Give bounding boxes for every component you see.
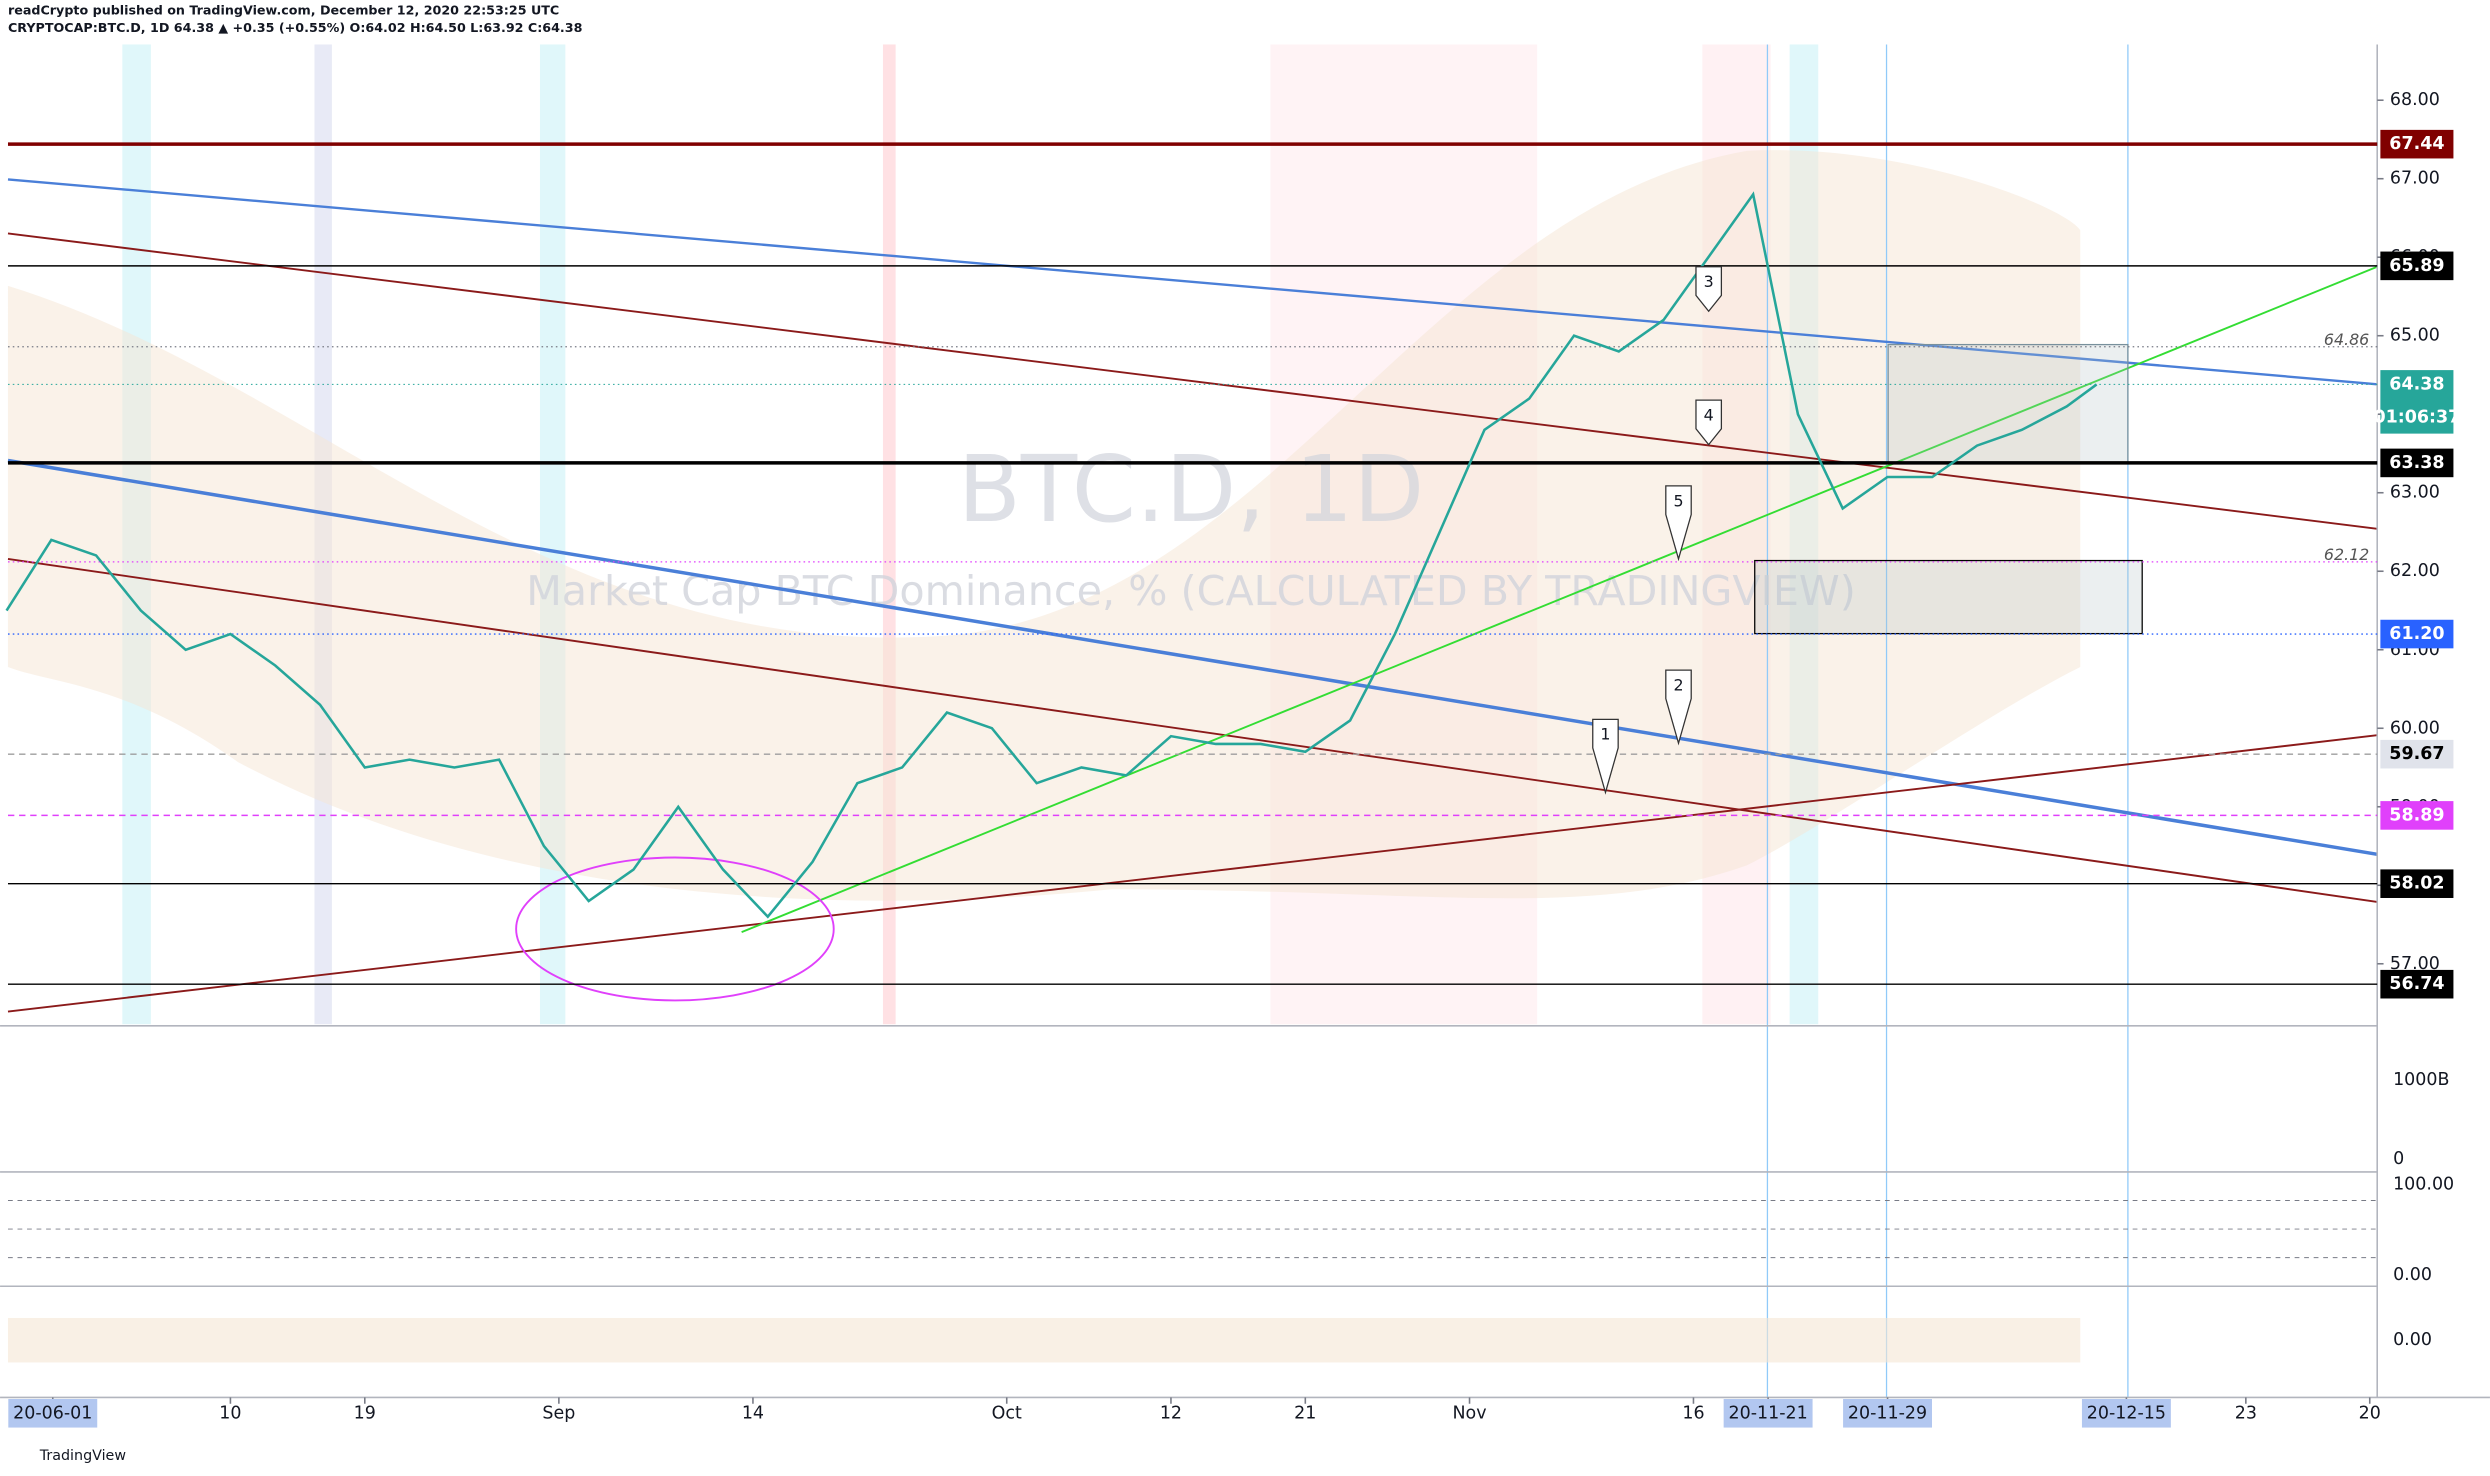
y-tick-label: 68.00 — [2390, 90, 2440, 110]
level-label: 58.89 — [2389, 805, 2444, 825]
price-line — [5, 191, 2098, 919]
pane-tick-label: 0.00 — [2393, 1265, 2432, 1285]
x-tick-label: 20-11-21 — [1728, 1403, 1807, 1423]
level-label: 63.38 — [2389, 453, 2444, 473]
callout — [1665, 485, 1692, 562]
ref-label: 64.86 — [2324, 330, 2369, 349]
pane-tick-label: 0 — [2393, 1149, 2404, 1169]
y-tick-label: 62.00 — [2390, 561, 2440, 581]
ref-label: 62.12 — [2324, 545, 2369, 564]
callout-label: 1 — [1600, 725, 1610, 744]
x-tick-label: 20 — [2359, 1403, 2381, 1423]
level-label: 56.74 — [2389, 974, 2444, 994]
callout-label: 4 — [1704, 406, 1714, 425]
watermark-subtitle: Market Cap BTC Dominance, % (CALCULATED … — [526, 567, 1856, 615]
pane-tick-label: 1000B — [2393, 1070, 2449, 1090]
level-label: 65.89 — [2389, 256, 2444, 276]
y-tick-label: 65.00 — [2390, 326, 2440, 346]
highlights — [7, 44, 2129, 1398]
callout — [1695, 266, 1723, 313]
level-badge — [2380, 969, 2454, 999]
level-label: 59.67 — [2389, 744, 2444, 764]
x-tick-label: Oct — [992, 1403, 1022, 1423]
x-tick-label: 16 — [1682, 1403, 1704, 1423]
level-badge — [2380, 129, 2454, 159]
y-tick-label: 60.00 — [2390, 718, 2440, 738]
pane-tick-label: 0.00 — [2393, 1330, 2432, 1350]
x-tick-label: 23 — [2235, 1403, 2257, 1423]
y-tick-label: 57.00 — [2390, 954, 2440, 974]
drawings — [0, 44, 2490, 1399]
last-price-label: 64.38 — [2389, 374, 2444, 394]
symbol-line: CRYPTOCAP:BTC.D, 1D 64.38 ▲ +0.35 (+0.55… — [8, 20, 583, 35]
level-badge — [2380, 251, 2454, 281]
level-label: 67.44 — [2389, 134, 2444, 154]
x-tick-label: 14 — [742, 1403, 764, 1423]
footer: TradingView — [39, 1448, 127, 1464]
watermark-title: BTC.D, 1D — [958, 436, 1425, 543]
x-tick-label: Sep — [542, 1403, 575, 1423]
level-badge — [2380, 619, 2454, 649]
y-tick-label: 63.00 — [2390, 483, 2440, 503]
countdown: 01:06:37 — [2373, 408, 2460, 428]
x-tick-label: 21 — [1294, 1403, 1316, 1423]
x-tick-label: Nov — [1452, 1403, 1486, 1423]
x-tick-label: 10 — [219, 1403, 241, 1423]
x-tick-badge — [1723, 1398, 1813, 1428]
level-badge — [2380, 801, 2454, 830]
level-badge — [2380, 448, 2454, 478]
callout-label: 5 — [1673, 491, 1683, 510]
callout-label: 3 — [1704, 272, 1714, 291]
level-label: 58.02 — [2389, 874, 2444, 894]
x-tick-badge — [2081, 1398, 2171, 1428]
pane-tick-label: 100.00 — [2393, 1175, 2454, 1195]
y-tick-label: 67.00 — [2390, 169, 2440, 189]
level-badge — [2380, 739, 2454, 769]
x-tick-label: 20-11-29 — [1848, 1403, 1927, 1423]
x-tick-badge — [8, 1398, 98, 1428]
callout-label: 2 — [1673, 675, 1683, 694]
author-line: readCrypto published on TradingView.com,… — [8, 3, 559, 18]
level-badge — [2380, 869, 2454, 898]
x-tick-label: 20-06-01 — [13, 1403, 92, 1423]
callout — [1695, 399, 1723, 446]
x-tick-label: 19 — [354, 1403, 376, 1423]
level-label: 61.20 — [2389, 624, 2444, 644]
x-tick-label: 20-12-15 — [2087, 1403, 2166, 1423]
x-tick-badge — [1843, 1398, 1933, 1428]
callout — [1592, 718, 1619, 795]
last-price-badge — [2380, 370, 2454, 434]
callout — [1665, 669, 1692, 746]
x-tick-label: 12 — [1160, 1403, 1182, 1423]
